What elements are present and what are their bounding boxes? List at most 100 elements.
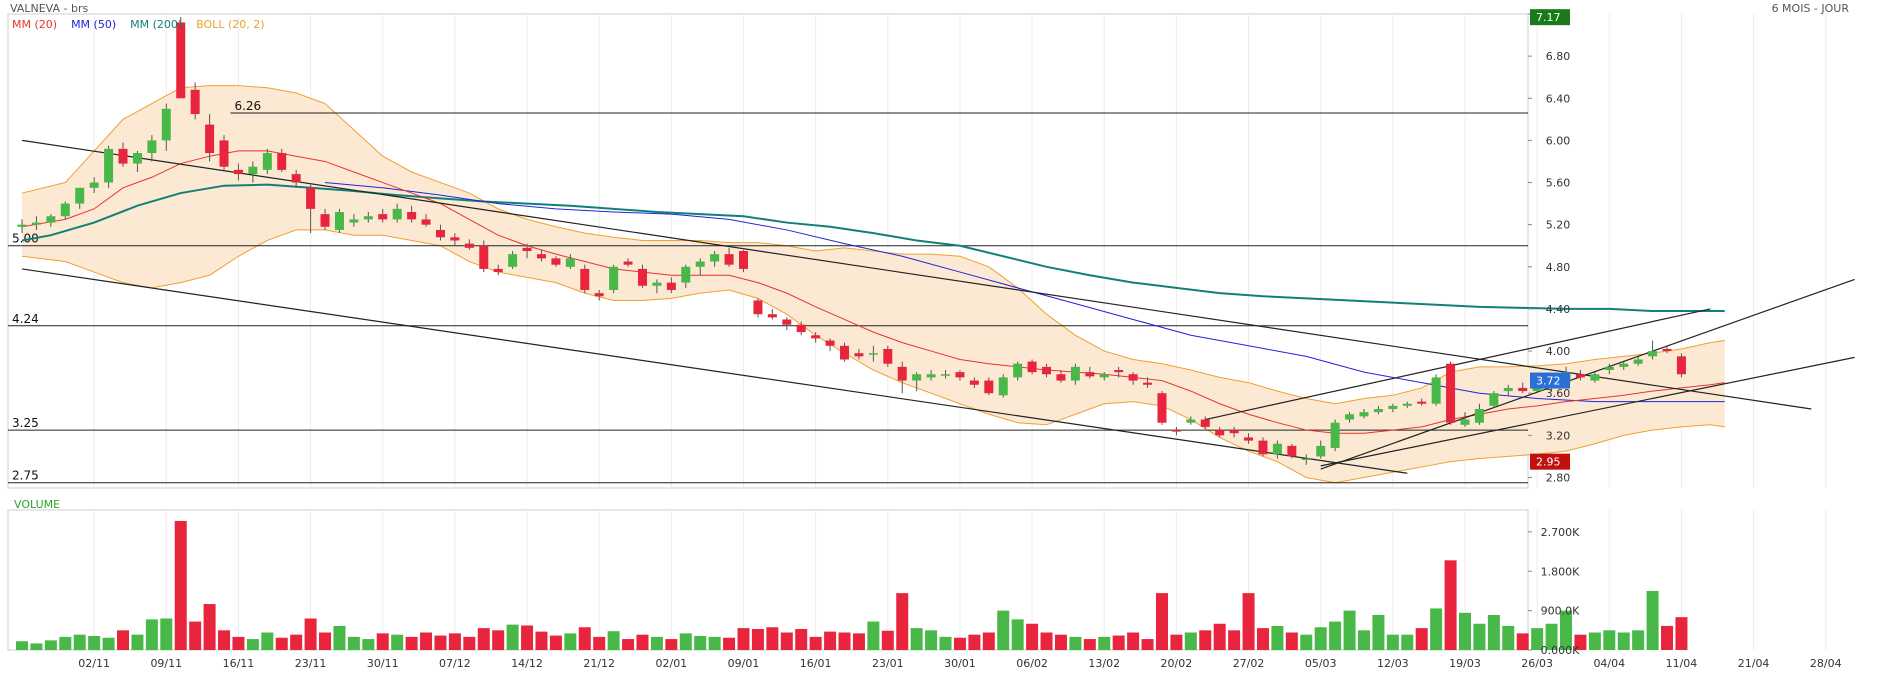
volume-bar [968, 634, 981, 650]
price-tick-label: 4.40 [1546, 303, 1571, 316]
date-tick-label: 04/04 [1593, 657, 1625, 670]
volume-bar [593, 636, 606, 650]
candle-body [1575, 374, 1585, 378]
volume-tick-label: 2.700K [1541, 526, 1580, 539]
candle-body [1143, 382, 1153, 385]
volume-bar [650, 636, 663, 650]
bollinger-fill [22, 85, 1725, 483]
date-tick-label: 20/02 [1161, 657, 1193, 670]
candle-body [450, 237, 460, 241]
candle-body [363, 216, 373, 220]
bollinger-band [21, 85, 1725, 484]
volume-bar [607, 631, 620, 650]
volume-bar [1588, 632, 1601, 650]
volume-bar [1026, 623, 1039, 650]
period-label: 6 MOIS - JOUR [1771, 2, 1849, 15]
candle-body [739, 251, 748, 269]
volume-bar [117, 630, 130, 650]
volume-bar [1415, 628, 1428, 650]
volume-bar [1300, 634, 1313, 650]
volume-bar [1011, 619, 1024, 650]
volume-bar [521, 625, 534, 650]
candle-body [205, 124, 215, 154]
candle-body [984, 380, 994, 394]
trendline [1320, 278, 1855, 470]
candle-body [1070, 366, 1080, 381]
candle-body [31, 222, 41, 225]
candle-body [1287, 445, 1297, 457]
price-badge [1530, 372, 1570, 389]
candle-body [118, 148, 128, 164]
candle-body [407, 212, 417, 220]
price-tick-label: 4.80 [1546, 261, 1571, 274]
volume-bar [1271, 625, 1284, 650]
ma20-line [21, 150, 1725, 434]
candle-body [89, 182, 99, 188]
candle-body [724, 254, 734, 265]
candle-body [1417, 401, 1427, 404]
candle-body [161, 108, 171, 141]
candle-body [1316, 445, 1326, 457]
volume-bar [1112, 635, 1125, 650]
candle-body [681, 266, 691, 283]
volume-bar [420, 632, 433, 650]
candle-body [46, 216, 56, 223]
legend-item: MM (50) [71, 18, 117, 31]
volume-bar [1256, 628, 1269, 650]
volume-bar [1228, 630, 1241, 650]
candle-body [1027, 361, 1037, 373]
candle-body [695, 261, 705, 267]
volume-bar [232, 636, 245, 650]
date-tick-label: 30/11 [367, 657, 399, 670]
volume-bar [1632, 630, 1645, 650]
candle-body [1446, 363, 1456, 423]
price-tick-label: 4.00 [1546, 345, 1571, 358]
date-tick-label: 26/03 [1521, 657, 1553, 670]
volume-bar [708, 636, 721, 650]
candle-body [1085, 372, 1095, 377]
date-tick-label: 27/02 [1233, 657, 1265, 670]
volume-bar [1343, 610, 1356, 650]
volume-bar [1502, 625, 1515, 650]
candle-body [479, 245, 489, 269]
candle-body [652, 282, 662, 286]
candle-body [1099, 374, 1109, 378]
candle-body [811, 335, 821, 339]
volume-bar [1560, 610, 1573, 650]
volume-bar [448, 633, 461, 650]
volume-bar [535, 631, 548, 650]
candle-body [334, 212, 344, 230]
candle-body [912, 374, 922, 381]
candle-body [1200, 419, 1210, 427]
candle-body [969, 380, 979, 385]
candle-body [840, 345, 850, 360]
candle-body [60, 203, 70, 217]
volume-bar [1199, 630, 1212, 650]
candle-body [854, 353, 864, 357]
volume-bar [1487, 615, 1500, 650]
volume-bar [1069, 636, 1082, 650]
candle-body [753, 300, 763, 315]
volume-bar [1285, 632, 1298, 650]
volume-bar [1141, 639, 1154, 650]
horizontal-levels: 6.26 5.00 4.24 3.25 2.75 [8, 99, 1528, 484]
volume-bar [73, 634, 86, 650]
candle-body [1157, 393, 1167, 423]
volume-bar [477, 628, 490, 650]
volume-bar [1430, 608, 1443, 650]
candle-body [1244, 437, 1254, 441]
volume-bar [405, 636, 418, 650]
candle-body [926, 374, 936, 378]
volume-bar [1516, 633, 1529, 650]
candle-body [710, 254, 720, 262]
indicator-legend: MM (20) MM (50) MM (200) BOLL (20, 2) [12, 18, 279, 31]
volume-bars [16, 520, 1688, 650]
candle-body [955, 372, 965, 378]
date-tick-label: 02/11 [78, 657, 110, 670]
volume-bar [1531, 628, 1544, 650]
date-tick-label: 12/03 [1377, 657, 1409, 670]
candle-body [1229, 430, 1239, 434]
candle-body [1590, 374, 1600, 381]
candle-body [421, 219, 431, 225]
